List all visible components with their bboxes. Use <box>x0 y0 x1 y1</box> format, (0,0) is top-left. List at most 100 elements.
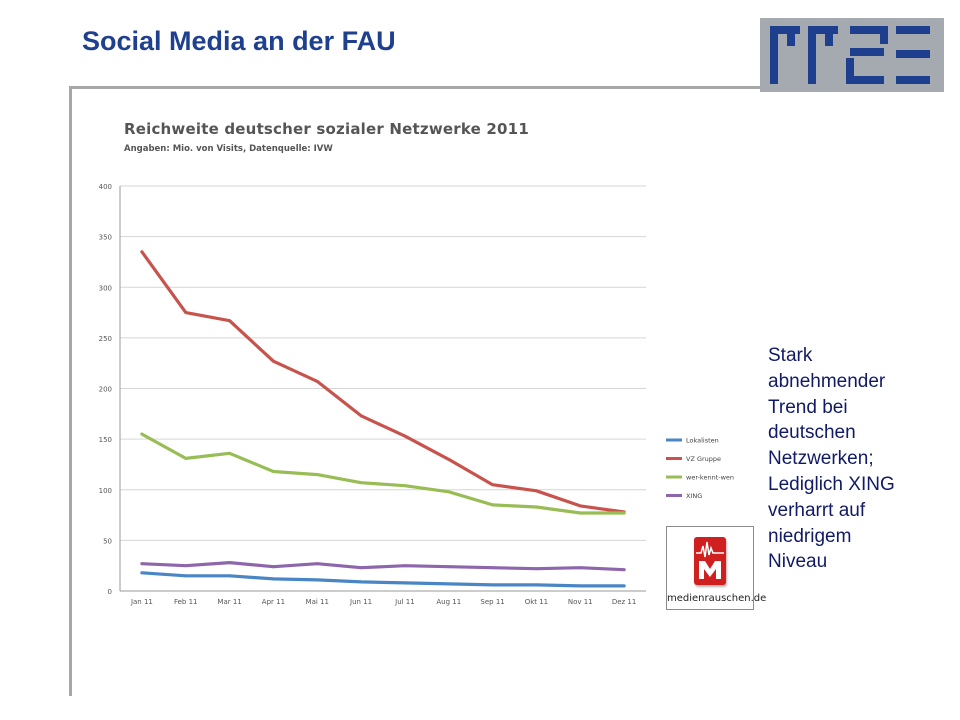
line-chart-svg: 0 50 100 150 200 250 300 350 400 Jan 11 Feb 11 Mar … <box>99 183 646 606</box>
data-point-vz-gruppe <box>272 359 275 363</box>
chart-legend: Lokalisten VZ Gruppe wer-kennt-wen XING <box>664 430 764 507</box>
legend-label-vz-gruppe: VZ Gruppe <box>686 455 721 463</box>
series-line-lokalisten <box>140 571 626 588</box>
data-point-lokalisten <box>491 583 494 587</box>
series-line-vz-gruppe <box>140 250 626 514</box>
data-point-wer-kennt-wen <box>315 473 319 476</box>
data-point-lokalisten <box>578 584 582 588</box>
caption-line: Trend bei <box>768 396 848 418</box>
y-tick-label: 350 <box>99 234 112 242</box>
rrze-logo <box>760 18 944 92</box>
data-point-vz-gruppe <box>447 457 451 461</box>
caption-line: niedrigem <box>768 525 852 547</box>
caption-line: Stark <box>768 345 813 366</box>
data-point-xing <box>403 564 407 568</box>
data-point-xing <box>140 562 144 566</box>
y-tick-label: 150 <box>99 436 112 444</box>
badge-text: medienrauschen.de <box>667 593 767 604</box>
data-point-wer-kennt-wen <box>140 432 144 436</box>
medienrauschen-logo-icon-svg <box>696 541 724 579</box>
y-tick-label: 200 <box>99 386 112 394</box>
data-point-lokalisten <box>535 583 538 587</box>
data-point-lokalisten <box>140 571 144 575</box>
x-tick-label: Apr 11 <box>262 598 285 606</box>
data-point-lokalisten <box>359 580 363 584</box>
y-tick-label: 300 <box>99 284 112 292</box>
x-tick-label: Sep 11 <box>480 598 504 606</box>
data-point-xing <box>535 567 538 571</box>
data-point-xing <box>622 568 626 572</box>
x-tick-label: Aug 11 <box>436 598 461 606</box>
data-point-xing <box>272 565 275 569</box>
data-point-xing <box>228 561 231 565</box>
data-point-xing <box>184 564 188 568</box>
x-tick-label: Feb 11 <box>174 598 198 606</box>
data-point-vz-gruppe <box>491 483 494 487</box>
data-point-xing <box>315 562 319 566</box>
x-tick-label: Nov 11 <box>568 598 593 606</box>
x-tick-label: Dez 11 <box>612 598 637 606</box>
caption-line: abnehmender <box>768 370 886 392</box>
x-tick-label: Jan 11 <box>130 598 153 606</box>
data-point-lokalisten <box>272 577 275 581</box>
chart-series <box>140 250 626 588</box>
data-point-wer-kennt-wen <box>403 484 407 488</box>
data-point-lokalisten <box>315 578 319 582</box>
caption-line: Lediglich XING <box>768 473 895 495</box>
data-point-wer-kennt-wen <box>622 511 626 515</box>
legend-label-xing: XING <box>686 492 702 500</box>
data-point-vz-gruppe <box>535 489 538 493</box>
data-point-lokalisten <box>622 584 626 588</box>
legend-label-wer-kennt-wen: wer-kennt-wen <box>686 474 734 482</box>
caption-line: deutschen <box>768 422 856 444</box>
y-tick-label: 0 <box>108 588 112 596</box>
data-point-lokalisten <box>228 574 231 578</box>
data-point-vz-gruppe <box>359 414 363 418</box>
data-point-vz-gruppe <box>315 380 319 383</box>
header-divider <box>70 86 760 89</box>
data-point-wer-kennt-wen <box>184 456 188 460</box>
chart-title: Reichweite deutscher sozialer Netzwerke … <box>124 120 529 138</box>
series-line-xing <box>140 561 626 572</box>
x-tick-label: Okt 11 <box>525 598 548 606</box>
data-point-wer-kennt-wen <box>272 470 275 473</box>
data-point-wer-kennt-wen <box>447 490 451 494</box>
data-point-vz-gruppe <box>228 319 231 323</box>
data-point-xing <box>578 566 582 570</box>
data-point-wer-kennt-wen <box>491 503 494 507</box>
left-divider <box>69 86 72 696</box>
data-point-xing <box>491 566 494 570</box>
chart-gridlines <box>120 185 646 592</box>
data-point-wer-kennt-wen <box>228 451 231 455</box>
y-tick-label: 250 <box>99 335 112 343</box>
chart-axes: 0 50 100 150 200 250 300 350 400 Jan 11 Feb 11 Mar … <box>99 183 646 606</box>
line-chart: 0 50 100 150 200 250 300 350 400 Jan 11 Feb 11 Mar … <box>88 108 688 633</box>
data-point-vz-gruppe <box>403 434 407 438</box>
medienrauschen-logo-icon <box>694 537 726 585</box>
data-point-vz-gruppe <box>578 504 582 508</box>
legend-label-lokalisten: Lokalisten <box>686 437 719 445</box>
y-tick-label: 50 <box>103 537 112 545</box>
data-point-wer-kennt-wen <box>359 481 363 485</box>
medienrauschen-badge: medienrauschen.de <box>666 526 767 610</box>
data-point-lokalisten <box>184 574 188 578</box>
caption-line: verharrt auf <box>768 499 866 521</box>
caption-line: Niveau <box>768 551 828 573</box>
chart-legend-svg: Lokalisten VZ Gruppe wer-kennt-wen XING <box>666 437 734 500</box>
x-tick-label: Jul 11 <box>394 598 415 606</box>
data-point-lokalisten <box>447 582 451 586</box>
y-tick-label: 100 <box>99 487 112 495</box>
slide-title: Social Media an der FAU <box>82 26 396 56</box>
data-point-wer-kennt-wen <box>578 511 582 515</box>
x-tick-label: Jun 11 <box>349 598 372 606</box>
series-line-wer-kennt-wen <box>140 432 626 515</box>
data-point-vz-gruppe <box>140 250 144 254</box>
data-point-xing <box>359 566 363 570</box>
rrze-logo-glyphs <box>770 26 930 84</box>
x-tick-label: Mar 11 <box>217 598 241 606</box>
slide-caption: Stark abnehmender Trend bei deutschen Netzwe… <box>768 343 948 575</box>
data-point-xing <box>447 565 451 569</box>
y-tick-label: 400 <box>99 183 112 191</box>
caption-line: Netzwerken; <box>768 448 874 470</box>
x-tick-label: Mai 11 <box>306 598 329 606</box>
